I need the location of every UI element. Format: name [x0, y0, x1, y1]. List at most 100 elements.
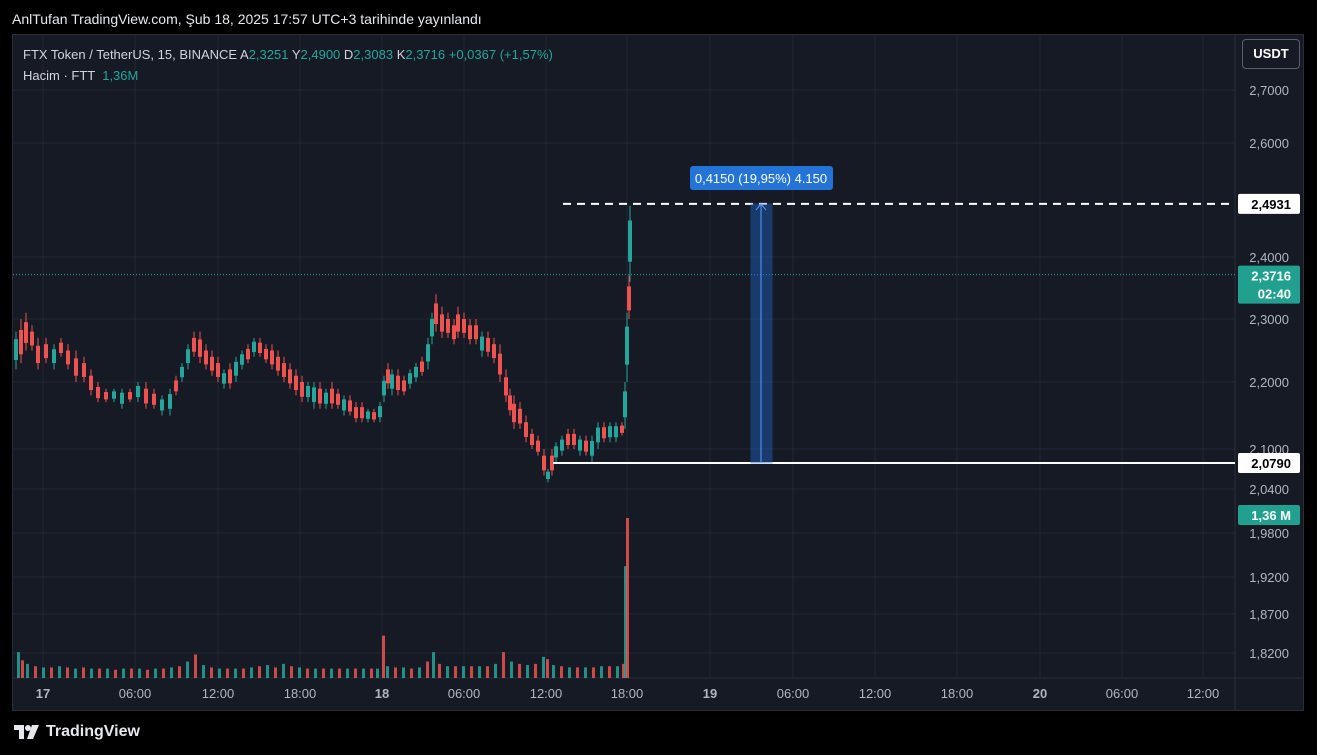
candle-body: [366, 411, 370, 419]
volume-bar: [234, 668, 237, 678]
volume-bar: [432, 652, 435, 678]
candle-body: [66, 350, 70, 365]
volume-bar: [242, 668, 245, 678]
symbol-name[interactable]: FTX Token / TetherUS, 15, BINANCE: [23, 47, 238, 62]
volume-bar: [518, 663, 521, 678]
candle-body: [204, 350, 208, 365]
current-price-tag-bg: [1238, 265, 1300, 304]
low-line-tag: 2,0790: [1251, 456, 1291, 471]
candle-body: [294, 375, 298, 391]
volume-bar: [542, 656, 545, 678]
price-chart[interactable]: 0,4150 (19,95%) 4.150 2,7000 2,6000 2,4000 2…: [13, 35, 1303, 710]
volume-bar: [338, 668, 341, 678]
volume-bar: [306, 668, 309, 678]
candle-body: [264, 348, 268, 360]
candle-body: [318, 388, 322, 404]
volume-bar: [568, 667, 571, 678]
time-axis-label: 18: [375, 686, 389, 701]
candle-body: [216, 363, 220, 377]
candle-body: [518, 408, 522, 424]
volume-bar: [34, 666, 37, 678]
volume-label[interactable]: Hacim · FTT: [23, 68, 95, 83]
candle-body: [474, 325, 478, 340]
candle-body: [627, 286, 631, 311]
candle-body: [282, 363, 286, 377]
volume-bar: [382, 635, 385, 678]
volume-bar: [560, 666, 563, 678]
candle-body: [354, 407, 358, 419]
time-axis-label: 12:00: [202, 686, 235, 701]
tradingview-logo[interactable]: TradingView: [14, 723, 140, 741]
candle-body: [382, 380, 386, 396]
volume-bar: [226, 668, 229, 678]
volume-bar: [162, 668, 165, 678]
volume-bar: [622, 663, 625, 678]
time-axis-label: 17: [36, 686, 50, 701]
candle-body: [372, 412, 376, 420]
volume-bar: [170, 667, 173, 678]
candle-body: [440, 314, 444, 332]
candle-body: [174, 380, 178, 392]
candle-body: [536, 440, 540, 452]
candle-body: [434, 303, 438, 325]
candle-body: [508, 395, 512, 411]
candle-body: [300, 382, 304, 397]
volume-bar: [410, 668, 413, 678]
candle-body: [498, 353, 502, 375]
price-range-label-bg: [690, 166, 833, 190]
candle-body: [512, 403, 516, 423]
volume-bar: [370, 668, 373, 678]
candle-body: [192, 337, 196, 352]
candle-body: [486, 337, 490, 352]
volume-bar: [290, 666, 293, 678]
candle-body: [378, 406, 382, 418]
candle-body: [620, 425, 624, 433]
candle-body: [623, 391, 627, 418]
candle-body: [546, 471, 550, 479]
volume-bar: [122, 668, 125, 678]
volume-bar: [250, 667, 253, 678]
published-header: AnlTufan TradingView.com, Şub 18, 2025 1…: [12, 11, 482, 27]
volume-bar: [438, 663, 441, 678]
volume-bar: [114, 669, 117, 678]
time-axis-label: 12:00: [530, 686, 563, 701]
candle-body: [614, 426, 618, 438]
chart-panel[interactable]: 0,4150 (19,95%) 4.150 2,7000 2,6000 2,4000 2…: [12, 34, 1304, 711]
candle-body: [240, 354, 244, 365]
candle-body: [456, 314, 460, 332]
currency-button[interactable]: USDT: [1242, 39, 1300, 69]
price-axis-label: 1,9200: [1249, 570, 1289, 585]
candle-body: [246, 348, 250, 360]
volume-bar: [314, 668, 317, 678]
low-label: D: [343, 47, 354, 62]
candle-body: [44, 344, 48, 359]
time-axis-label: 06:00: [448, 686, 481, 701]
volume-bar: [106, 668, 109, 678]
volume-bar: [552, 665, 555, 678]
candle-body: [402, 380, 406, 392]
candle-body: [96, 387, 100, 399]
volume-bar: [526, 665, 529, 678]
candle-body: [324, 392, 328, 404]
candle-body: [504, 377, 508, 396]
volume-bar: [386, 666, 389, 678]
candle-body: [468, 325, 472, 340]
volume-bar: [626, 518, 629, 678]
volume-bar: [130, 668, 133, 678]
candle-body: [480, 336, 484, 351]
candle-body: [112, 391, 116, 399]
price-axis-label: 2,2000: [1249, 375, 1289, 390]
candle-body: [430, 319, 434, 337]
volume-bar: [202, 665, 205, 678]
candle-body: [234, 361, 238, 376]
low-value: 2,3083: [353, 47, 394, 62]
volume-bar: [376, 668, 379, 678]
candle-body: [82, 363, 86, 377]
volume-bar: [282, 663, 285, 678]
candle-body: [258, 342, 262, 354]
volume-bar: [362, 668, 365, 678]
candle-body: [19, 330, 23, 355]
volume-bar: [418, 667, 421, 678]
volume-bar: [322, 668, 325, 678]
candle-body: [590, 440, 594, 456]
